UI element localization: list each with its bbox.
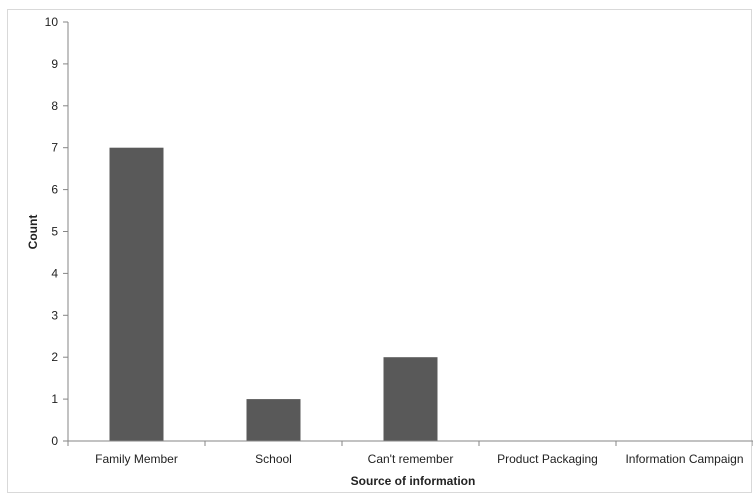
x-tick-label: Family Member [95,452,178,466]
bar [109,147,164,441]
axes [67,22,753,442]
y-tick-label: 6 [51,183,58,197]
y-tick-label: 5 [51,225,58,239]
y-tick-label: 10 [45,15,59,29]
y-tick-label: 2 [51,350,58,364]
chart-frame [7,9,752,493]
y-axis-title: Count [26,215,40,250]
bar [246,399,301,441]
x-tick-label: Can't remember [368,452,454,466]
y-tick-label: 7 [51,141,58,155]
y-tick-label: 4 [51,266,58,280]
x-tick-label: School [255,452,292,466]
x-tick-label: Product Packaging [497,452,598,466]
bar [383,357,438,441]
bars [109,147,438,441]
x-axis-title: Source of information [351,474,476,488]
y-tick-label: 8 [51,99,58,113]
y-tick-label: 1 [51,392,58,406]
y-axis-ticks: 0 1 2 3 4 5 6 7 8 9 10 [45,15,68,448]
y-tick-label: 9 [51,57,58,71]
x-tick-label: Information Campaign [625,452,743,466]
y-tick-label: 3 [51,308,58,322]
x-axis-ticks: Family Member School Can't remember Product… [67,441,753,466]
y-tick-label: 0 [51,434,58,448]
